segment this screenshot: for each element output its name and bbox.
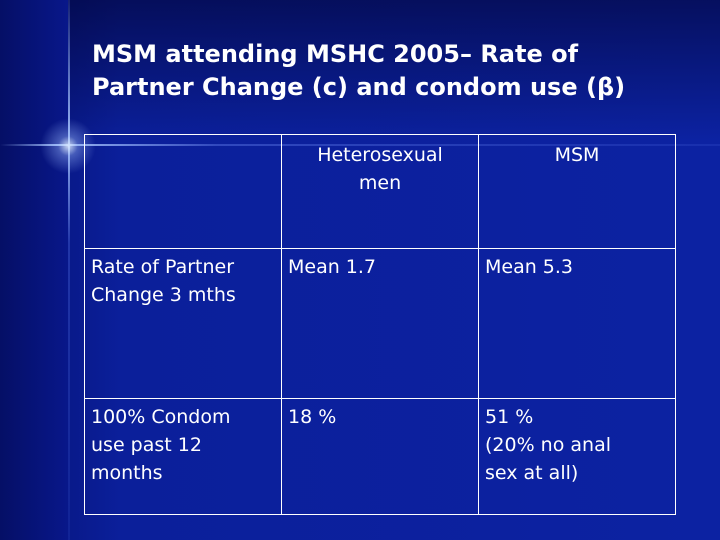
header-cell-msm: MSM [478,134,676,249]
slide-title-line-2: Partner Change (c) and condom use (β) [92,73,626,101]
cell-msm-line: (20% no anal [485,434,611,456]
cell-msm-condom-use: 51 % (20% no anal sex at all) [478,398,676,515]
row-label-line: 100% Condom [91,406,231,428]
row-label-line: months [91,462,163,484]
row-label-condom-use: 100% Condom use past 12 months [84,398,282,515]
header-cell-heterosexual: Heterosexual men [281,134,479,249]
table-row: 100% Condom use past 12 months 18 % 51 %… [84,398,676,515]
table-header-row: Heterosexual men MSM [84,134,676,249]
header-hetero-line-1: Heterosexual [317,144,443,166]
slide-title: MSM attending MSHC 2005– Rate of Partner… [92,38,692,104]
comparison-table: Heterosexual men MSM Rate of Partner Cha… [84,134,676,515]
cell-msm-partner-change: Mean 5.3 [478,248,676,399]
table-row: Rate of Partner Change 3 mths Mean 1.7 M… [84,248,676,399]
header-cell-empty [84,134,282,249]
row-label-partner-change: Rate of Partner Change 3 mths [84,248,282,399]
left-band-decoration [0,0,68,540]
vertical-accent-line [68,0,70,540]
header-msm-line-1: MSM [554,144,600,166]
row-label-line: Rate of Partner [91,256,235,278]
cell-msm-line: Mean 5.3 [485,256,574,278]
slide-title-line-1: MSM attending MSHC 2005– Rate of [92,40,579,68]
header-hetero-line-2: men [358,172,402,194]
cell-hetero-partner-change: Mean 1.7 [281,248,479,399]
cell-hetero-condom-use: 18 % [281,398,479,515]
cell-msm-line: sex at all) [485,462,579,484]
row-label-line: use past 12 [91,434,202,456]
cell-msm-line: 51 % [485,406,534,428]
row-label-line: Change 3 mths [91,284,236,306]
